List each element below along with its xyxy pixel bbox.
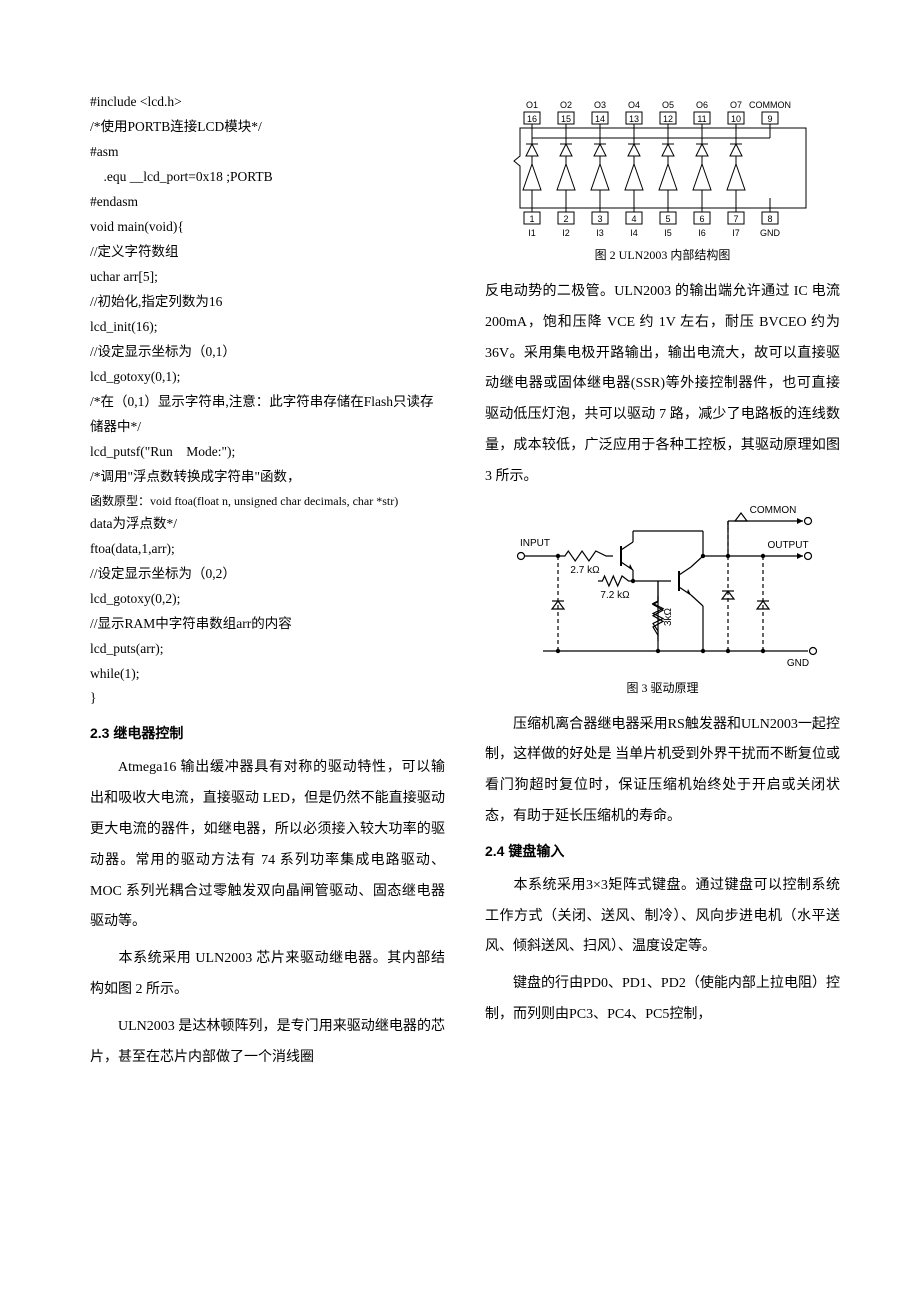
figure-3: COMMON INPUT 2.7 kΩ 7.2 kΩ OUTPUT 3kΩ GND 图 3 … [485, 501, 840, 696]
svg-text:O3: O3 [593, 100, 605, 110]
svg-text:OUTPUT: OUTPUT [767, 540, 808, 551]
svg-text:COMMON: COMMON [749, 505, 796, 516]
code-line: 函数原型：void ftoa(float n, unsigned char de… [90, 490, 445, 512]
code-line: .equ __lcd_port=0x18 ;PORTB [90, 165, 445, 190]
code-line: //初始化,指定列数为16 [90, 290, 445, 315]
svg-text:4: 4 [631, 214, 636, 224]
body-paragraph: Atmega16 输出缓冲器具有对称的驱动特性，可以输出和吸收大电流，直接驱动 … [90, 753, 445, 938]
svg-text:12: 12 [662, 114, 672, 124]
svg-text:O6: O6 [695, 100, 707, 110]
code-line: //显示RAM中字符串数组arr的内容 [90, 612, 445, 637]
svg-text:O5: O5 [661, 100, 673, 110]
svg-text:11: 11 [697, 114, 706, 124]
code-line: uchar arr[5]; [90, 265, 445, 290]
code-line: #include <lcd.h> [90, 90, 445, 115]
paragraph-text: Atmega16 输出缓冲器具有对称的驱动特性，可以输出和吸收大电流，直接驱动 … [90, 760, 445, 929]
paragraph-text: 压缩机离合器继电器采用RS触发器和ULN2003一起控制，这样做的好处是 当单片… [485, 717, 840, 824]
svg-text:13: 13 [628, 114, 638, 124]
paragraph-text: 反电动势的二极管。ULN2003 的输出端允许通过 IC 电流 200mA，饱和… [485, 284, 840, 484]
code-line: /*使用PORTB连接LCD模块*/ [90, 115, 445, 140]
code-line: #endasm [90, 190, 445, 215]
section-2-4-heading: 2.4 键盘输入 [485, 841, 840, 861]
svg-text:7: 7 [733, 214, 738, 224]
code-line: while(1); [90, 662, 445, 687]
figure-3-caption: 图 3 驱动原理 [485, 679, 840, 696]
svg-text:I5: I5 [664, 228, 672, 238]
svg-text:O1: O1 [525, 100, 537, 110]
paragraph-text: 本系统采用3×3矩阵式键盘。通过键盘可以控制系统工作方式（关闭、送风、制冷）、风… [485, 878, 840, 955]
code-line: void main(void){ [90, 215, 445, 240]
code-line: //设定显示坐标为（0,2） [90, 562, 445, 587]
code-line: lcd_init(16); [90, 315, 445, 340]
svg-text:5: 5 [665, 214, 670, 224]
svg-text:16: 16 [526, 114, 536, 124]
figure-2-caption: 图 2 ULN2003 内部结构图 [485, 246, 840, 263]
uln2003-schematic-icon: O1 16 1 I1 O2 15 2 I2 O3 14 3 I3 O4 13 4 I4 O5 12 5 I5 O6 11 6… [508, 98, 818, 238]
svg-text:I4: I4 [630, 228, 638, 238]
svg-text:I3: I3 [596, 228, 604, 238]
code-line: } [90, 686, 445, 711]
body-paragraph: ULN2003 是达林顿阵列，是专门用来驱动继电器的芯片，甚至在芯片内部做了一个… [90, 1012, 445, 1074]
body-paragraph: 本系统采用3×3矩阵式键盘。通过键盘可以控制系统工作方式（关闭、送风、制冷）、风… [485, 871, 840, 963]
paragraph-text: 键盘的行由PD0、PD1、PD2（使能内部上拉电阻）控制，而列则由PC3、PC4… [485, 976, 840, 1022]
svg-text:I7: I7 [732, 228, 740, 238]
svg-text:2.7 kΩ: 2.7 kΩ [570, 565, 600, 576]
body-paragraph: 压缩机离合器继电器采用RS触发器和ULN2003一起控制，这样做的好处是 当单片… [485, 710, 840, 833]
code-line: #asm [90, 140, 445, 165]
section-2-3-heading: 2.3 继电器控制 [90, 723, 445, 743]
svg-text:COMMON: COMMON [749, 100, 791, 110]
driver-principle-schematic-icon: COMMON INPUT 2.7 kΩ 7.2 kΩ OUTPUT 3kΩ GND [503, 501, 823, 671]
code-line: lcd_puts(arr); [90, 637, 445, 662]
code-line: lcd_gotoxy(0,1); [90, 365, 445, 390]
svg-text:I1: I1 [528, 228, 536, 238]
svg-text:I6: I6 [698, 228, 706, 238]
svg-text:I2: I2 [562, 228, 570, 238]
svg-text:O2: O2 [559, 100, 571, 110]
svg-text:10: 10 [730, 114, 740, 124]
svg-text:9: 9 [767, 114, 772, 124]
svg-text:3: 3 [597, 214, 602, 224]
svg-text:8: 8 [767, 214, 772, 224]
svg-text:GND: GND [786, 658, 808, 669]
code-line: /*在（0,1）显示字符串,注意：此字符串存储在Flash只读存储器中*/ [90, 390, 445, 440]
paragraph-text: 本系统采用 ULN2003 芯片来驱动继电器。其内部结构如图 2 所示。 [90, 951, 445, 997]
code-line: lcd_putsf("Run Mode:"); [90, 440, 445, 465]
svg-text:7.2 kΩ: 7.2 kΩ [600, 590, 630, 601]
svg-text:O7: O7 [729, 100, 741, 110]
svg-text:15: 15 [560, 114, 570, 124]
svg-text:GND: GND [760, 228, 781, 238]
body-paragraph: 反电动势的二极管。ULN2003 的输出端允许通过 IC 电流 200mA，饱和… [485, 277, 840, 493]
code-line: /*调用"浮点数转换成字符串"函数， [90, 465, 445, 490]
body-paragraph: 键盘的行由PD0、PD1、PD2（使能内部上拉电阻）控制，而列则由PC3、PC4… [485, 969, 840, 1031]
body-paragraph: 本系统采用 ULN2003 芯片来驱动继电器。其内部结构如图 2 所示。 [90, 944, 445, 1006]
code-line: //定义字符数组 [90, 240, 445, 265]
code-listing: #include <lcd.h> /*使用PORTB连接LCD模块*/ #asm… [90, 90, 445, 711]
svg-text:2: 2 [563, 214, 568, 224]
svg-text:1: 1 [529, 214, 534, 224]
svg-text:6: 6 [699, 214, 704, 224]
code-line: ftoa(data,1,arr); [90, 537, 445, 562]
code-line: //设定显示坐标为（0,1） [90, 340, 445, 365]
figure-2: O1 16 1 I1 O2 15 2 I2 O3 14 3 I3 O4 13 4 I4 O5 12 5 I5 O6 11 6… [485, 98, 840, 263]
paragraph-text: ULN2003 是达林顿阵列，是专门用来驱动继电器的芯片，甚至在芯片内部做了一个… [90, 1019, 445, 1065]
svg-text:INPUT: INPUT [520, 538, 550, 549]
svg-text:3kΩ: 3kΩ [663, 607, 674, 626]
svg-text:14: 14 [594, 114, 604, 124]
code-line: data为浮点数*/ [90, 512, 445, 537]
svg-text:O4: O4 [627, 100, 639, 110]
code-line: lcd_gotoxy(0,2); [90, 587, 445, 612]
